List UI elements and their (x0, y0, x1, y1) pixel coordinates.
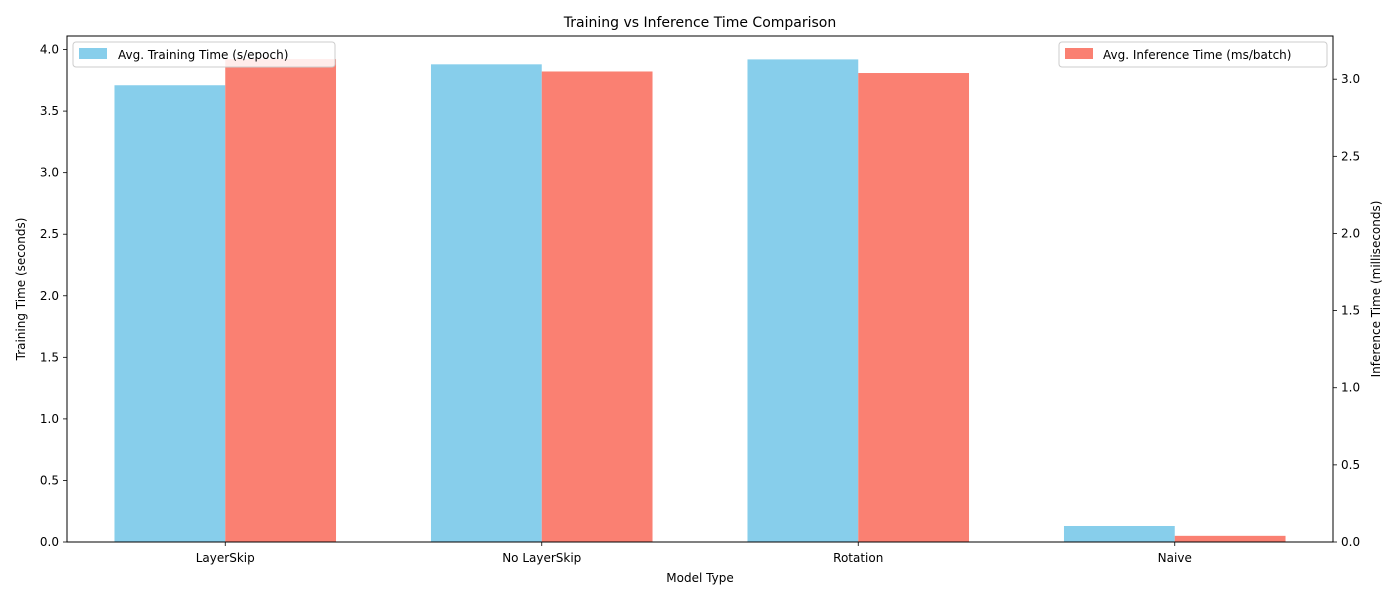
bar-inference-no-layerskip (541, 71, 653, 543)
legend-left-frame (72, 41, 336, 68)
bar-training-no-layerskip (430, 64, 542, 543)
y-tick-label-left: 2.5 (40, 227, 59, 241)
y-tick-label-left: 1.5 (40, 350, 59, 364)
legend-right-frame (1058, 41, 1328, 68)
bar-training-naive (1063, 525, 1175, 542)
y-tick-label-left: 2.0 (40, 289, 59, 303)
bar-inference-rotation (858, 73, 970, 543)
axes-layer: LayerSkip No LayerSkip Rotation Naive 0.0 0.5… (40, 35, 1360, 565)
y-tick-label-right: 0.5 (1341, 458, 1360, 472)
y-tick-label-left: 0.0 (40, 535, 59, 549)
legend-left-label: Avg. Training Time (s/epoch) (118, 48, 288, 62)
y-tick-label-right: 2.0 (1341, 226, 1360, 240)
y-tick-label-left: 3.5 (40, 104, 59, 118)
x-tick-label: Naive (1158, 551, 1192, 565)
bar-inference-layerskip (225, 59, 337, 542)
y-tick-label-left: 0.5 (40, 473, 59, 487)
y-tick-label-left: 3.0 (40, 166, 59, 180)
legend-right-swatch (1065, 48, 1093, 59)
y-axis-label-left: Training Time (seconds) (14, 218, 28, 362)
y-tick-label-left: 1.0 (40, 412, 59, 426)
y-tick-label-right: 1.0 (1341, 381, 1360, 395)
legend-left: Avg. Training Time (s/epoch) (72, 41, 336, 68)
plot-frame (66, 35, 1334, 543)
chart-title: Training vs Inference Time Comparison (563, 15, 837, 31)
bar-training-layerskip (114, 85, 226, 543)
x-tick-label: No LayerSkip (502, 551, 581, 565)
y-tick-label-right: 3.0 (1341, 72, 1360, 86)
legend-right-label: Avg. Inference Time (ms/batch) (1103, 48, 1291, 62)
y-axis-label-right: Inference Time (milliseconds) (1369, 201, 1383, 378)
y-tick-label-right: 0.0 (1341, 535, 1360, 549)
x-tick-label: LayerSkip (196, 551, 255, 565)
legend-right: Avg. Inference Time (ms/batch) (1058, 41, 1328, 68)
x-axis-label: Model Type (666, 571, 733, 585)
y-tick-label-left: 4.0 (40, 43, 59, 57)
legend-left-swatch (79, 48, 107, 59)
y-tick-label-right: 1.5 (1341, 304, 1360, 318)
bars-layer (114, 59, 1286, 543)
bar-training-rotation (747, 59, 859, 543)
x-tick-label: Rotation (833, 551, 883, 565)
y-tick-label-right: 2.5 (1341, 149, 1360, 163)
bar-inference-naive (1174, 535, 1286, 542)
